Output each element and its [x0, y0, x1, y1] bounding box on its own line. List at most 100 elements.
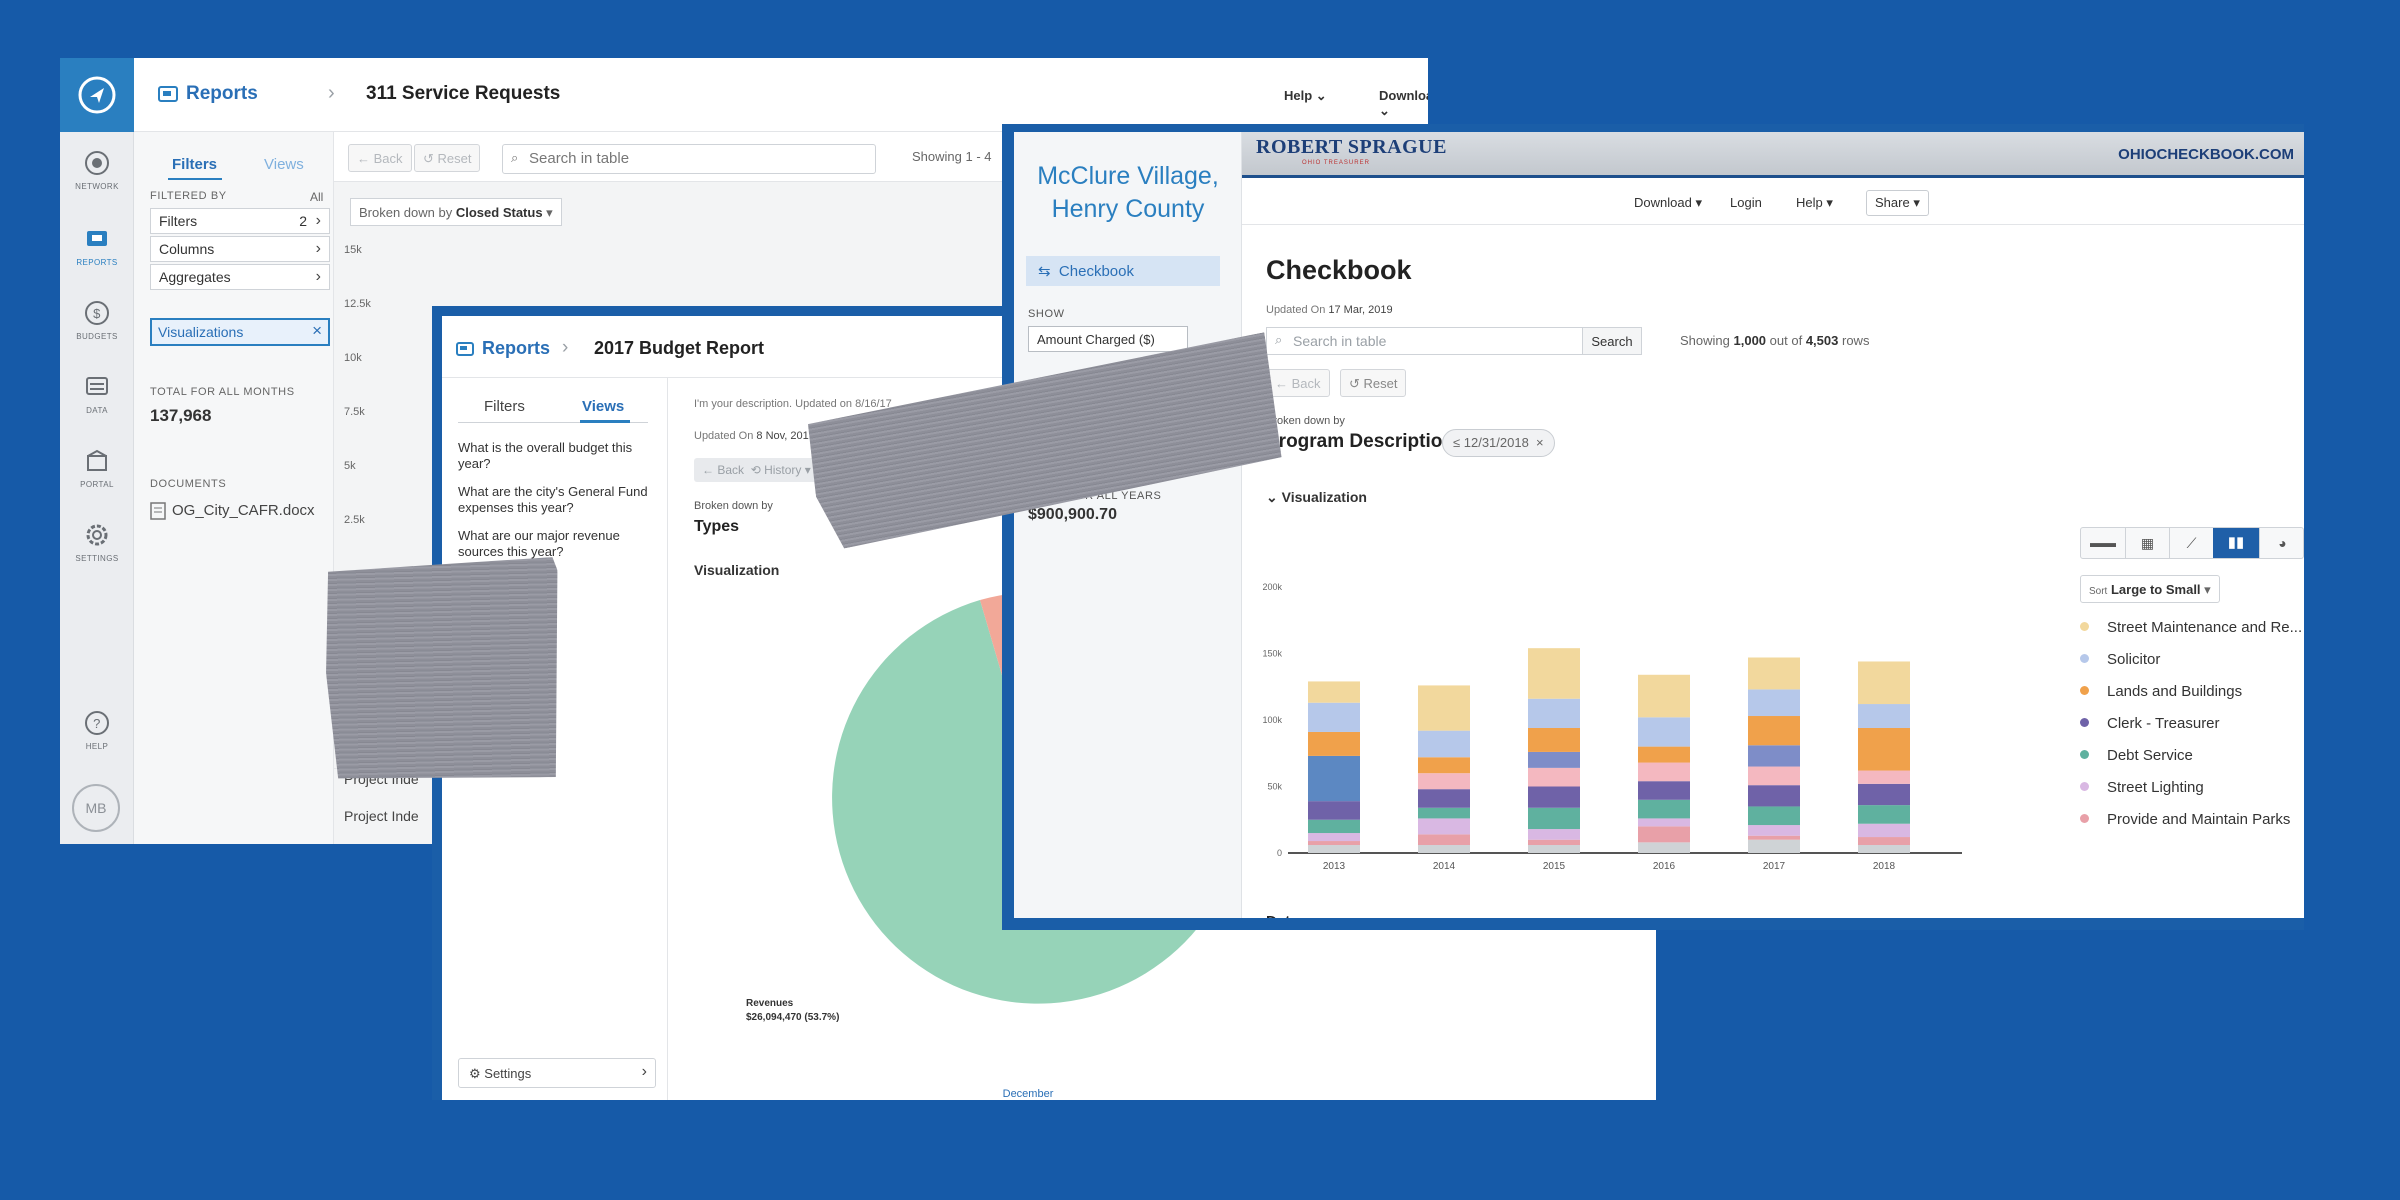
- bar-segment[interactable]: [1748, 716, 1800, 746]
- bar-segment[interactable]: [1858, 704, 1910, 728]
- filters-row[interactable]: Filters 2 ›: [150, 208, 330, 234]
- settings-button[interactable]: ⚙ Settings ›: [458, 1058, 656, 1088]
- date-filter-chip[interactable]: ≤ 12/31/2018 ×: [1442, 429, 1555, 457]
- bar-segment[interactable]: [1418, 730, 1470, 758]
- reset-button[interactable]: ↺ Reset: [1340, 369, 1407, 397]
- rail-data[interactable]: DATA: [60, 374, 134, 415]
- rail-help[interactable]: ? HELP: [60, 710, 134, 751]
- bar-segment[interactable]: [1308, 819, 1360, 834]
- bar-segment[interactable]: [1638, 781, 1690, 800]
- bar-segment[interactable]: [1418, 685, 1470, 731]
- app-logo[interactable]: [60, 58, 134, 132]
- tab-views[interactable]: Views: [264, 156, 304, 173]
- aggregates-row[interactable]: Aggregates ›: [150, 264, 330, 290]
- line-chart-icon[interactable]: ⟋: [2169, 528, 2213, 558]
- question-item[interactable]: What is the overall budget this year?: [458, 440, 633, 471]
- bar-segment[interactable]: [1528, 648, 1580, 699]
- search-button[interactable]: Search: [1582, 327, 1642, 355]
- visualization-toggle[interactable]: ⌄ Visualization: [1266, 489, 1367, 505]
- bar-segment[interactable]: [1638, 674, 1690, 718]
- bar-segment[interactable]: [1748, 745, 1800, 767]
- bar-segment[interactable]: [1748, 657, 1800, 690]
- question-item[interactable]: What are our major revenue sources this …: [458, 528, 620, 559]
- bar-segment[interactable]: [1308, 845, 1360, 853]
- bar-segment[interactable]: [1858, 805, 1910, 824]
- bar-segment[interactable]: [1308, 841, 1360, 846]
- table-row[interactable]: Project Inde: [344, 808, 419, 824]
- bar-segment[interactable]: [1638, 746, 1690, 763]
- bar-segment[interactable]: [1858, 727, 1910, 771]
- bar-segment[interactable]: [1418, 845, 1470, 853]
- bar-segment[interactable]: [1308, 681, 1360, 703]
- rail-portal[interactable]: PORTAL: [60, 448, 134, 489]
- breadcrumb-reports[interactable]: Reports: [482, 338, 551, 358]
- bar-segment[interactable]: [1308, 801, 1360, 820]
- columns-row[interactable]: Columns ›: [150, 236, 330, 262]
- bar-segment[interactable]: [1748, 766, 1800, 786]
- table-view-icon[interactable]: ▬▬: [2090, 535, 2116, 550]
- legend-item[interactable]: Provide and Maintain Parks: [2080, 811, 2290, 828]
- bar-segment[interactable]: [1528, 786, 1580, 808]
- share-button[interactable]: Share ▾: [1866, 190, 1929, 216]
- download-menu[interactable]: Download ▾: [1634, 195, 1702, 210]
- tab-views[interactable]: Views: [582, 398, 625, 415]
- breakdown-select[interactable]: Broken down by Closed Status ▾: [350, 198, 562, 226]
- bar-segment[interactable]: [1528, 845, 1580, 853]
- bar-segment[interactable]: [1308, 702, 1360, 732]
- legend-item[interactable]: Street Lighting: [2080, 779, 2204, 796]
- bar-segment[interactable]: [1528, 751, 1580, 768]
- bar-segment[interactable]: [1748, 825, 1800, 836]
- search-input[interactable]: ⌕ Search in table: [1266, 327, 1586, 355]
- nav-checkbook[interactable]: ⇆ Checkbook: [1026, 256, 1220, 286]
- bar-segment[interactable]: [1308, 731, 1360, 756]
- rail-reports[interactable]: REPORTS: [60, 226, 134, 267]
- bar-segment[interactable]: [1858, 823, 1910, 838]
- login-link[interactable]: Login: [1730, 195, 1762, 210]
- bar-segment[interactable]: [1418, 773, 1470, 790]
- all-link[interactable]: All: [310, 190, 324, 204]
- bar-chart-icon[interactable]: ▮▮: [2213, 528, 2259, 558]
- bar-segment[interactable]: [1748, 785, 1800, 807]
- close-icon[interactable]: ×: [1536, 435, 1544, 450]
- bar-segment[interactable]: [1308, 755, 1360, 802]
- bar-segment[interactable]: [1528, 698, 1580, 728]
- legend-item[interactable]: Solicitor: [2080, 651, 2160, 668]
- bar-segment[interactable]: [1748, 835, 1800, 840]
- bar-segment[interactable]: [1638, 799, 1690, 819]
- bar-segment[interactable]: [1858, 837, 1910, 846]
- bar-segment[interactable]: [1748, 689, 1800, 717]
- legend-item[interactable]: Street Maintenance and Re...: [2080, 619, 2302, 636]
- bar-segment[interactable]: [1638, 842, 1690, 853]
- bar-segment[interactable]: [1308, 833, 1360, 842]
- bar-segment[interactable]: [1638, 826, 1690, 843]
- rail-settings[interactable]: SETTINGS: [60, 522, 134, 563]
- reset-button[interactable]: ↺ Reset: [414, 144, 481, 172]
- pie-chart-icon[interactable]: ◕: [2259, 528, 2304, 558]
- bar-segment[interactable]: [1748, 806, 1800, 826]
- bar-segment[interactable]: [1638, 818, 1690, 827]
- visualizations-chip[interactable]: Visualizations ×: [150, 318, 330, 346]
- bar-segment[interactable]: [1858, 845, 1910, 853]
- tab-filters[interactable]: Filters: [172, 156, 218, 173]
- rail-budgets[interactable]: $ BUDGETS: [60, 300, 134, 341]
- bar-segment[interactable]: [1418, 834, 1470, 846]
- bar-segment[interactable]: [1528, 829, 1580, 840]
- tab-filters[interactable]: Filters: [484, 398, 525, 415]
- bar-segment[interactable]: [1748, 839, 1800, 853]
- search-input[interactable]: ⌕ Search in table: [502, 144, 876, 174]
- bar-segment[interactable]: [1418, 818, 1470, 835]
- site-link[interactable]: OHIOCHECKBOOK.COM: [2118, 146, 2294, 163]
- question-item[interactable]: What are the city's General Fund expense…: [458, 484, 648, 515]
- bar-segment[interactable]: [1418, 757, 1470, 774]
- legend-item[interactable]: Debt Service: [2080, 747, 2193, 764]
- help-menu[interactable]: Help ⌄: [1284, 88, 1327, 103]
- bar-segment[interactable]: [1528, 727, 1580, 752]
- bar-segment[interactable]: [1418, 807, 1470, 819]
- bar-segment[interactable]: [1858, 770, 1910, 784]
- show-select[interactable]: Amount Charged ($): [1028, 326, 1188, 352]
- rail-network[interactable]: NETWORK: [60, 150, 134, 191]
- bar-segment[interactable]: [1528, 767, 1580, 787]
- legend-item[interactable]: Lands and Buildings: [2080, 683, 2242, 700]
- back-button[interactable]: ← Back: [348, 144, 412, 172]
- bar-segment[interactable]: [1858, 783, 1910, 806]
